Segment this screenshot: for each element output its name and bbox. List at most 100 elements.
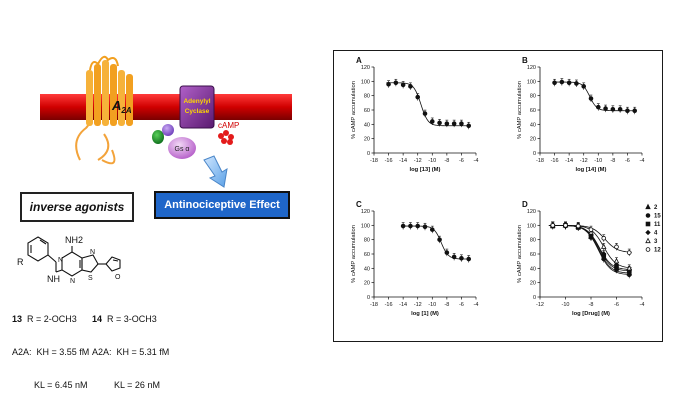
x-tick-label: -4 xyxy=(640,158,645,164)
data-point xyxy=(408,84,413,89)
panel-letter: D xyxy=(522,200,528,209)
data-point xyxy=(575,223,581,229)
x-tick-label: -6 xyxy=(459,302,464,308)
y-tick-label: 0 xyxy=(533,295,536,301)
compound-substituent: R = 2-OCH3 xyxy=(27,314,77,324)
compound-a2a-prefix: A2A: xyxy=(92,347,112,357)
data-point xyxy=(451,254,457,260)
panel-letter: B xyxy=(522,56,528,65)
compound-14-info: 14 R = 3-OCH3 A2A: KH = 5.31 fM KL = 26 … xyxy=(92,292,169,413)
y-axis-label: % cAMP accumulation xyxy=(517,225,523,283)
data-point xyxy=(610,106,616,112)
camp-label: cAMP xyxy=(218,121,239,130)
data-point xyxy=(459,121,464,126)
data-point xyxy=(603,106,608,111)
x-axis-label: log [14] (M) xyxy=(576,167,607,173)
y-tick-label: 20 xyxy=(530,137,536,143)
data-point xyxy=(422,111,428,116)
legend-label: 11 xyxy=(654,222,661,228)
data-point xyxy=(613,257,620,264)
g-beta-subunit xyxy=(152,130,164,144)
y-tick-label: 40 xyxy=(364,122,370,128)
x-tick-label: -8 xyxy=(589,302,594,308)
compound-kh: KH = 3.55 fM xyxy=(36,347,90,357)
y-tick-label: 0 xyxy=(367,295,370,301)
data-point xyxy=(444,121,450,126)
data-point xyxy=(408,223,413,229)
data-point xyxy=(400,82,406,88)
legend-label: 4 xyxy=(654,231,658,237)
signaling-scheme: A2A Adenylyl Cyclase Gs α cAMP xyxy=(0,0,330,406)
y-tick-label: 60 xyxy=(530,252,536,258)
fit-curve-0 xyxy=(400,225,471,260)
legend-marker xyxy=(645,221,651,227)
data-point xyxy=(415,223,421,229)
scheme-drawing: A2A Adenylyl Cyclase Gs α cAMP xyxy=(17,55,292,285)
x-tick-label: -10 xyxy=(562,302,570,308)
x-axis-label: log [1] (M) xyxy=(411,311,439,317)
x-tick-label: -18 xyxy=(370,158,378,164)
x-tick-label: -14 xyxy=(399,158,407,164)
data-point xyxy=(393,80,399,86)
data-point xyxy=(588,227,594,232)
data-point xyxy=(625,108,630,114)
x-tick-label: -8 xyxy=(444,302,449,308)
data-point xyxy=(437,120,442,126)
legend-label: 3 xyxy=(654,239,658,245)
inverse-agonists-label: inverse agonists xyxy=(29,200,125,214)
data-point xyxy=(400,223,406,229)
x-tick-label: -12 xyxy=(414,302,422,308)
r-label: R xyxy=(17,257,24,267)
data-point xyxy=(415,94,421,100)
cell-membrane xyxy=(40,94,292,120)
legend-label: 2 xyxy=(654,205,658,211)
compound-a2a-prefix: A2A: xyxy=(12,347,32,357)
data-point xyxy=(632,108,638,114)
data-point xyxy=(437,237,442,242)
chart-panel-c: C 0 20 40 60 80 100 120 -18 -16 -14 -12 -10 -8 -6 -4 log… xyxy=(351,200,478,317)
y-tick-label: 80 xyxy=(364,94,370,100)
camp-molecules xyxy=(218,130,234,145)
data-point xyxy=(550,223,556,228)
legend-marker xyxy=(645,247,651,252)
x-tick-label: -16 xyxy=(385,302,393,308)
legend-marker xyxy=(645,213,651,218)
x-axis-label: log [13] (M) xyxy=(410,167,441,173)
dose-response-figure: A 0 20 40 60 80 100 120 -18 -16 -14 -12 -10 -8 -6 -4 log… xyxy=(333,50,663,342)
legend-marker xyxy=(645,229,651,236)
x-tick-label: -10 xyxy=(594,158,602,164)
x-tick-label: -8 xyxy=(610,158,615,164)
x-tick-label: -12 xyxy=(580,158,588,164)
y-tick-label: 60 xyxy=(364,252,370,258)
chart-panel-d: D 0 20 40 60 80 100 120 -12 -10 -8 -6 -4 log [Drug] (… xyxy=(517,200,661,317)
g-gamma-subunit xyxy=(162,124,174,136)
inverse-agonists-box: inverse agonists xyxy=(20,192,134,222)
data-point xyxy=(559,79,565,85)
y-tick-label: 40 xyxy=(530,266,536,272)
n-label-1: N xyxy=(58,257,63,264)
y-tick-label: 40 xyxy=(530,122,536,128)
legend-marker xyxy=(645,237,651,244)
data-point xyxy=(386,81,391,87)
compound-kh: KH = 5.31 fM xyxy=(116,347,170,357)
data-point xyxy=(601,235,607,241)
legend-marker xyxy=(645,203,651,210)
gs-label: Gs α xyxy=(175,146,190,153)
y-axis-label: % cAMP accumulation xyxy=(517,81,523,139)
chemical-structure xyxy=(27,236,121,277)
y-axis-label: % cAMP accumulation xyxy=(351,81,357,139)
fit-curve-0 xyxy=(552,81,637,112)
x-tick-label: -10 xyxy=(428,158,436,164)
x-tick-label: -12 xyxy=(536,302,544,308)
x-tick-label: -4 xyxy=(474,302,479,308)
x-tick-label: -16 xyxy=(551,158,559,164)
panel-letter: C xyxy=(356,200,362,209)
data-point xyxy=(626,250,632,255)
x-tick-label: -6 xyxy=(614,302,619,308)
y-tick-label: 20 xyxy=(364,281,370,287)
fit-curve-0 xyxy=(386,82,471,127)
y-tick-label: 60 xyxy=(364,108,370,114)
data-point xyxy=(563,223,568,228)
y-tick-label: 100 xyxy=(361,223,370,229)
x-tick-label: -6 xyxy=(459,158,464,164)
